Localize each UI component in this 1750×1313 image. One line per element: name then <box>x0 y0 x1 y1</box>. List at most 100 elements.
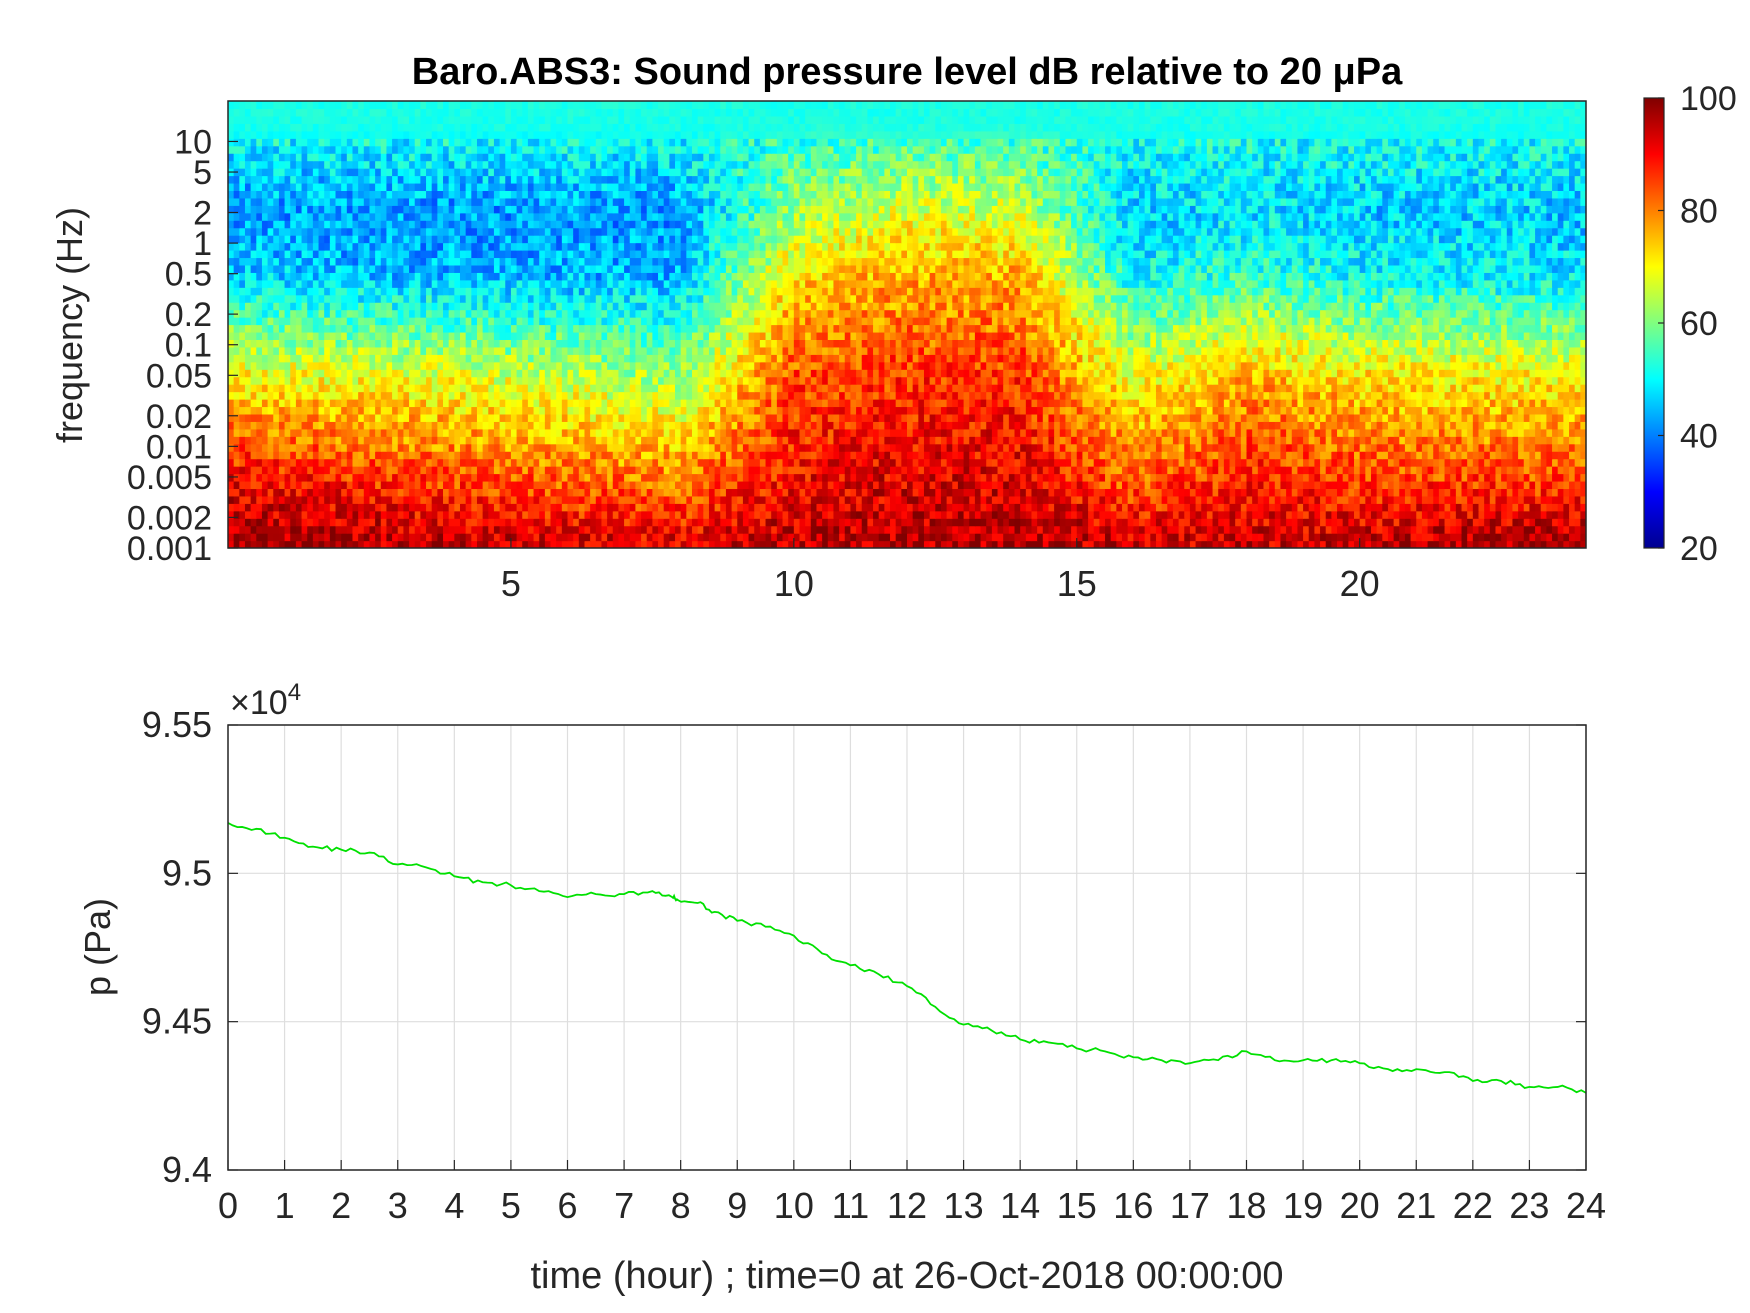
spectrogram-cell <box>1059 503 1067 512</box>
spectrogram-cell <box>1127 488 1134 497</box>
spectrogram-cell <box>1229 436 1236 445</box>
spectrogram-cell <box>278 480 286 489</box>
spectrogram-cell <box>403 466 410 475</box>
spectrogram-cell <box>1342 458 1349 467</box>
spectrogram-cell <box>522 466 529 475</box>
spectrogram-cell <box>459 458 467 467</box>
spectrogram-cell <box>1518 428 1525 437</box>
spectrogram-cell <box>963 458 970 467</box>
spectrogram-cell <box>426 503 433 512</box>
spectrogram-cell <box>1223 443 1231 452</box>
spectrogram-cell <box>244 466 252 475</box>
spectrogram-cell <box>590 525 597 534</box>
spectrogram-cell <box>493 503 501 512</box>
spectrogram-cell <box>1495 428 1502 437</box>
spectrogram-cell <box>267 480 274 489</box>
spectrogram-cell <box>516 399 523 408</box>
spectrogram-cell <box>1116 525 1123 534</box>
spectrogram-cell <box>1105 443 1112 452</box>
spectrogram-cell <box>890 503 897 512</box>
spectrogram-cell <box>1546 533 1553 542</box>
spectrogram-cell <box>1495 495 1502 504</box>
spectrogram-cell <box>476 495 484 504</box>
spectrogram-cell <box>284 458 291 467</box>
spectrogram-cell <box>691 443 699 452</box>
spectrogram-cell <box>991 495 999 504</box>
spectrogram-cell <box>1410 540 1417 548</box>
spectrogram-cell <box>1320 518 1327 527</box>
spectrogram-cell <box>646 495 653 504</box>
spectrogram-cell <box>261 436 269 445</box>
spectrogram-cell <box>725 391 733 400</box>
spectrogram-cell <box>1574 443 1581 452</box>
spectrogram-cell <box>1354 533 1361 542</box>
spectrogram-cell <box>561 488 569 497</box>
spectrogram-cell <box>839 510 846 519</box>
spectrogram-cell <box>1172 421 1180 430</box>
spectrogram-cell <box>409 399 416 408</box>
spectrogram-cell <box>239 443 246 452</box>
spectrogram-cell <box>346 443 354 452</box>
spectrogram-cell <box>782 421 789 430</box>
spectrogram-cell <box>476 428 484 437</box>
spectrogram-cell <box>652 413 659 422</box>
spectrogram-cell <box>1484 413 1491 422</box>
spectrogram-cell <box>1489 488 1497 497</box>
spectrogram-cell <box>935 406 942 415</box>
spectrogram-cell <box>867 406 874 415</box>
spectrogram-cell <box>363 518 371 527</box>
spectrogram-cell <box>663 421 670 430</box>
spectrogram-cell <box>244 413 252 422</box>
spectrogram-cell <box>1059 473 1067 482</box>
spectrogram-cell <box>873 421 880 430</box>
spectrogram-cell <box>629 495 636 504</box>
spectrogram-cell <box>1518 480 1525 489</box>
spectrogram-cell <box>901 421 908 430</box>
spectrogram-cell <box>629 518 636 527</box>
spectrogram-cell <box>1223 436 1231 445</box>
spectrogram-cell <box>907 451 914 460</box>
spectrogram-cell <box>708 399 716 408</box>
spectrogram-cell <box>516 495 523 504</box>
spectrogram-cell <box>1133 391 1140 400</box>
spectrogram-cell <box>1286 540 1293 548</box>
spectrogram-cell <box>1467 503 1474 512</box>
spectrogram-cell <box>550 421 557 430</box>
spectrogram-cell <box>884 443 891 452</box>
spectrogram-cell <box>539 525 546 534</box>
spectrogram-cell <box>1393 533 1400 542</box>
spectrogram-cell <box>335 510 342 519</box>
spectrogram-cell <box>997 421 1004 430</box>
spectrogram-cell <box>907 436 914 445</box>
spectrogram-cell <box>890 399 897 408</box>
spectrogram-cell <box>1014 488 1021 497</box>
spectrogram-cell <box>346 428 354 437</box>
spectrogram-cell <box>1552 473 1559 482</box>
spectrogram-cell <box>1014 413 1021 422</box>
spectrogram-cell <box>1455 480 1463 489</box>
spectrogram-cell <box>233 406 240 415</box>
spectrogram-cell <box>228 510 235 519</box>
spectrogram-cell <box>1099 466 1106 475</box>
spectrogram-cell <box>686 428 693 437</box>
spectrogram-cell <box>1529 480 1536 489</box>
spectrogram-cell <box>1354 510 1361 519</box>
spectrogram-cell <box>1093 451 1100 460</box>
spectrogram-cell <box>929 510 936 519</box>
spectrogram-cell <box>1308 525 1315 534</box>
spectrogram-cell <box>341 466 348 475</box>
spectrogram-cell <box>1342 480 1349 489</box>
spectrogram-cell <box>1455 525 1463 534</box>
spectrogram-cell <box>1054 436 1061 445</box>
spectrogram-cell <box>1399 525 1406 534</box>
spectrogram-cell <box>963 421 970 430</box>
spectrogram-cell <box>1037 421 1044 430</box>
spectrogram-cell <box>957 458 965 467</box>
spectrogram-cell <box>561 540 569 548</box>
spectrogram-cell <box>963 525 970 534</box>
spectrogram-cell <box>624 480 631 489</box>
spectrogram-cell <box>963 428 970 437</box>
spectrogram-cell <box>708 518 716 527</box>
spectrogram-cell <box>720 533 727 542</box>
spectrogram-cell <box>912 443 919 452</box>
